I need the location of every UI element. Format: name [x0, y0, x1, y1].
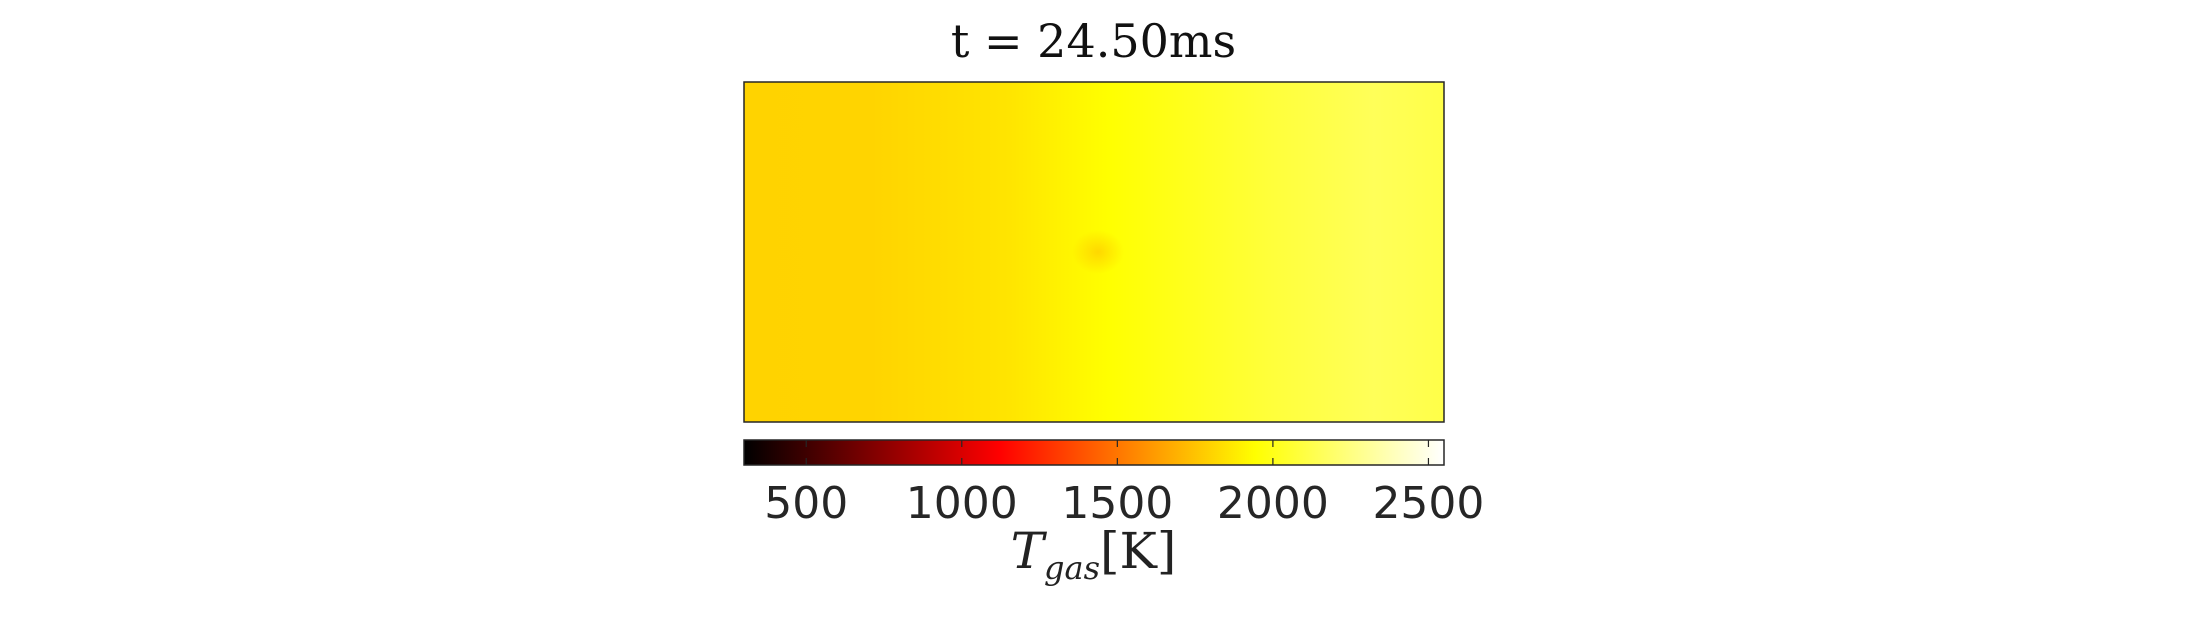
heatmap-hotspot [1072, 230, 1124, 274]
colorbar [744, 440, 1444, 465]
colorbar-tick-label: 2500 [1372, 478, 1484, 529]
colorbar-tick-label: 2000 [1217, 478, 1329, 529]
chart-title: t = 24.50ms [950, 14, 1237, 68]
heatmap-frame [743, 81, 1445, 423]
colorbar-tick-label: 1500 [1061, 478, 1173, 529]
colorbar-tick-label: 500 [764, 478, 848, 529]
colorbar-frame [743, 439, 1445, 466]
colorbar-tick-label: 1000 [906, 478, 1018, 529]
colorbar-label: Tgas[K] [1010, 522, 1177, 587]
